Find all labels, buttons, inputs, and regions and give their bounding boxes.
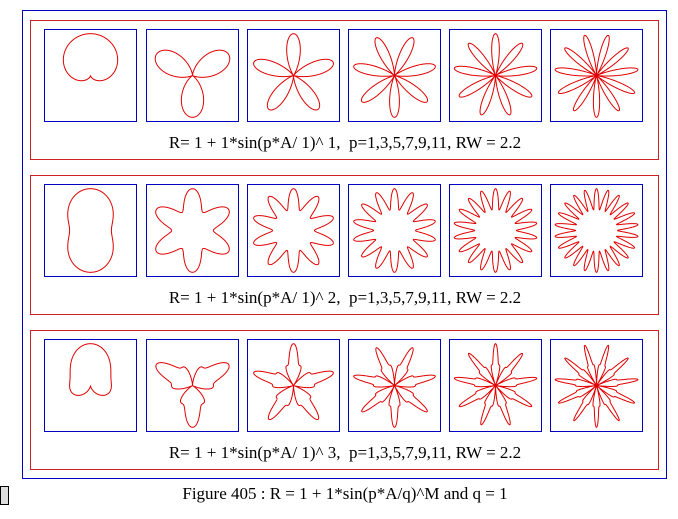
row-caption: R= 1 + 1*sin(p*A/ 1)^ 2, p=1,3,5,7,9,11,… [169,288,521,307]
plot-box [449,339,542,432]
plot-box [44,339,137,432]
plot-box [44,29,137,122]
panel-frame [30,20,659,160]
figure-caption: Figure 405 : R = 1 + 1*sin(p*A/q)^M and … [182,484,507,503]
polar-curve [353,347,436,428]
row-caption: R= 1 + 1*sin(p*A/ 1)^ 3, p=1,3,5,7,9,11,… [169,443,521,462]
plot-box [247,339,340,432]
plot-box [146,29,239,122]
plot-box [146,339,239,432]
polar-curve [155,362,230,428]
polar-curve [353,37,436,118]
polar-curve [253,343,334,421]
plot-box [146,184,239,277]
plot-box [550,29,643,122]
plot-box [550,184,643,277]
plot-box [247,184,340,277]
polar-curve [155,188,230,273]
plot-box [348,29,441,122]
polar-curve [554,34,639,118]
polar-curve [453,343,538,426]
polar-curve [67,188,114,273]
polar-curve [62,33,119,82]
polar-curve [353,188,436,273]
panel-frame [30,175,659,315]
polar-curve [453,188,538,273]
plot-box [348,339,441,432]
polar-curve [253,33,334,111]
plot-box [348,184,441,277]
corner-icon [0,486,9,505]
polar-curve [554,188,639,273]
polar-curve [253,188,334,273]
polar-curve [154,49,231,118]
plot-box [449,29,542,122]
polar-curve [554,344,639,428]
plot-box [44,184,137,277]
polar-curve [453,33,538,116]
outer-frame [22,10,667,479]
plot-box [550,339,643,432]
plot-box [247,29,340,122]
polar-curve [69,343,112,396]
row-caption: R= 1 + 1*sin(p*A/ 1)^ 1, p=1,3,5,7,9,11,… [169,133,521,152]
panel-frame [30,330,659,470]
plot-box [449,184,542,277]
